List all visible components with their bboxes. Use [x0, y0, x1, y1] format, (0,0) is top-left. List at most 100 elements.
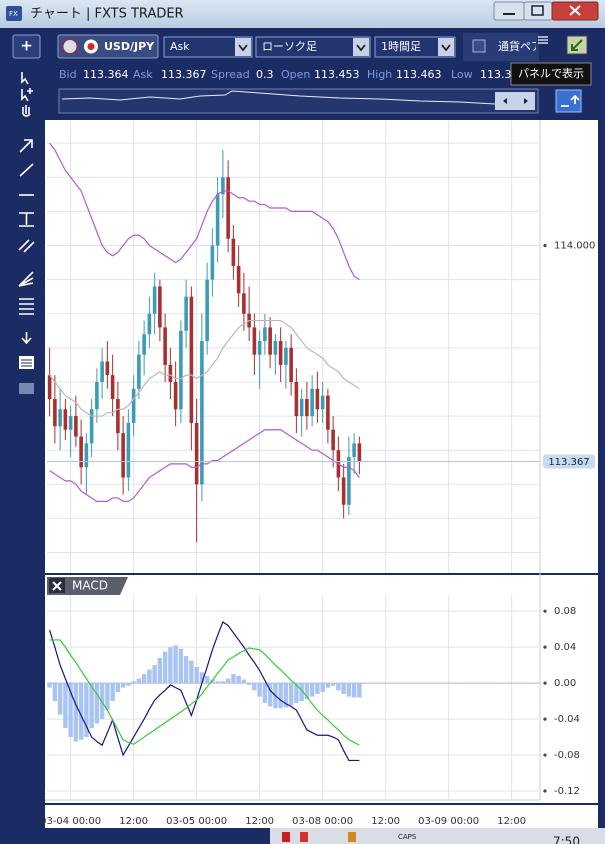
candle-body [121, 433, 125, 478]
tool-vline[interactable] [19, 212, 34, 227]
macd-line [49, 639, 360, 746]
dropdown-arrow [441, 44, 451, 52]
tool-fibo[interactable] [19, 298, 34, 315]
histogram-bar [168, 647, 173, 684]
candle-body [315, 388, 320, 410]
app-icon [6, 6, 22, 21]
candle-body [263, 327, 267, 342]
candle-body [289, 347, 293, 382]
zoom-glyph [561, 94, 580, 107]
histogram-bar [357, 683, 362, 698]
dropdown-arrow [238, 44, 248, 52]
dropdown-box [255, 36, 371, 58]
band-line [49, 429, 360, 502]
tray-icon [300, 832, 308, 842]
histogram-bar [189, 660, 194, 684]
x-tick-label: 12:00 [371, 816, 400, 827]
candle-body [89, 409, 94, 444]
candle-body [326, 395, 330, 430]
tool-camera[interactable] [19, 383, 34, 394]
tool-crosshair[interactable] [21, 88, 33, 102]
symbol-button[interactable] [57, 34, 159, 59]
tool-line[interactable] [19, 163, 34, 177]
candle-body [352, 443, 356, 458]
chart-style-dropdown[interactable] [255, 36, 371, 58]
tooltip [510, 62, 592, 86]
window-title: チャート | FXTS TRADER [30, 7, 184, 22]
candle-body [305, 399, 309, 417]
histogram-bar [57, 683, 63, 715]
price-side-label: Ask [170, 40, 190, 53]
maximize-button[interactable] [523, 1, 553, 21]
histogram-bar [341, 683, 346, 694]
histogram-bar [246, 683, 252, 685]
timeframe-dropdown[interactable] [374, 36, 456, 58]
candle-body [142, 334, 146, 355]
histogram-bar [147, 669, 152, 684]
ask-label: Ask [133, 68, 153, 81]
tool-pointer[interactable] [21, 72, 29, 85]
tool-fan[interactable] [18, 271, 34, 287]
menu-icon[interactable] [538, 36, 548, 44]
add-button[interactable] [12, 34, 41, 59]
add-label: + [20, 37, 33, 55]
pair-panel-label: 通貨ペア [498, 39, 542, 53]
tool-hand[interactable] [22, 105, 31, 117]
candle-body [341, 477, 346, 505]
histogram-bar [105, 683, 110, 711]
candle-body [257, 341, 262, 355]
candle-body [347, 457, 351, 505]
candle-body [236, 265, 241, 294]
timeframe-label: 1時間足 [381, 40, 421, 53]
navigator[interactable] [58, 88, 539, 114]
dropdown-arrow-box [353, 38, 369, 56]
histogram-bar [52, 683, 58, 702]
tool-trend[interactable] [19, 139, 33, 153]
candle-body [357, 443, 362, 462]
bid-label: Bid [59, 68, 77, 81]
price-side-dropdown[interactable] [163, 36, 253, 58]
tray-icon [348, 832, 356, 842]
detach-glyph [571, 39, 583, 51]
x-tick-label: 12:00 [245, 816, 274, 827]
candle-body [221, 177, 225, 195]
candle-body [126, 422, 131, 478]
navigator-line [61, 90, 496, 105]
histogram-bar [183, 656, 189, 684]
candle-body [79, 436, 83, 468]
y-tick-label: 0.00 [554, 678, 576, 689]
tray-icon [282, 832, 290, 842]
histogram-bar [115, 683, 121, 693]
tool-channel[interactable] [18, 239, 35, 253]
high-label: High [367, 68, 392, 81]
tool-down[interactable] [21, 332, 32, 345]
candle-body [200, 341, 204, 485]
histogram-bar [78, 683, 84, 740]
minimize-button[interactable] [493, 1, 525, 21]
histogram-bar [173, 645, 178, 684]
macd-close-glyph [52, 581, 62, 591]
y-tick-label: -0.08 [554, 750, 580, 761]
candle-body [63, 409, 68, 430]
high-value: 113.463 [396, 68, 442, 81]
candle-body [273, 341, 278, 355]
y-tick [543, 681, 547, 685]
candle-body [110, 375, 115, 400]
zoom-button[interactable] [555, 89, 582, 113]
frame-bottom [0, 828, 270, 844]
x-tick-label: 03-09 00:00 [418, 816, 479, 827]
flag-jp-dot [87, 43, 95, 50]
dropdown-box [374, 36, 456, 58]
left-tools [18, 72, 35, 394]
histogram-bar [152, 665, 157, 684]
candle-body [268, 327, 272, 355]
histogram-bar [304, 683, 310, 700]
histogram-bar [94, 683, 100, 724]
y-tick [543, 243, 547, 248]
histogram-bar [215, 681, 220, 684]
pair-panel-checkbox[interactable] [472, 39, 486, 53]
macd-tab [47, 577, 128, 595]
navigator-thumb[interactable] [495, 92, 535, 110]
histogram-bar [346, 683, 352, 697]
histogram-bar [162, 651, 168, 684]
